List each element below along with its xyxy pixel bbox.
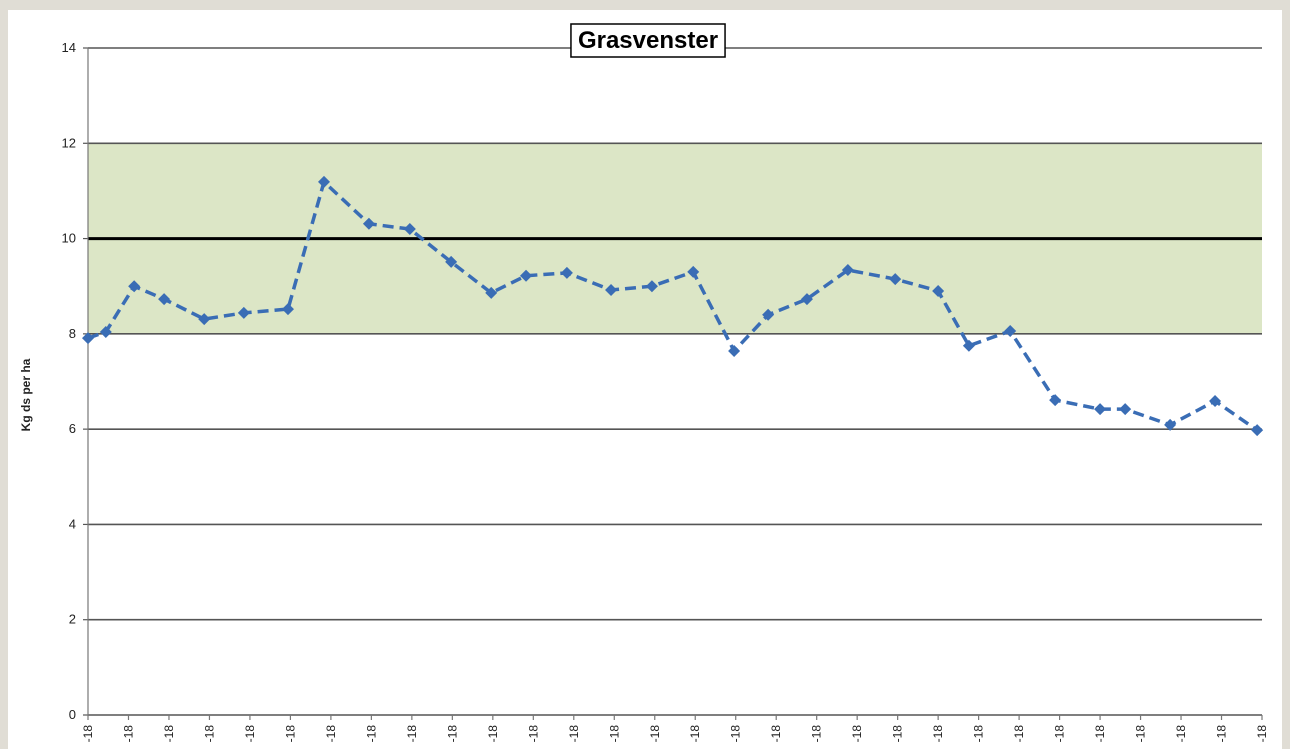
x-tick-label: -18 [243,725,257,743]
x-tick-label: -18 [1012,725,1026,743]
y-tick-label: 12 [62,135,76,150]
x-tick-label: -18 [769,725,783,743]
data-point [560,266,573,279]
data-point [237,306,250,319]
y-axis-label: Kg ds per ha [19,358,33,431]
data-point [445,255,458,268]
x-tick-label: -18 [648,725,662,743]
chart-title: Grasvenster [578,27,718,54]
x-tick-label: -18 [972,725,986,743]
x-tick-label: -18 [688,725,702,743]
y-tick-label: 4 [69,516,76,531]
x-tick-label: -18 [1093,725,1107,743]
y-tick-label: 0 [69,707,76,722]
x-tick-label: -18 [729,725,743,743]
data-point [128,280,141,293]
data-point [962,339,975,352]
chart: Kg ds per ha 0 2 4 6 8 10 12 14 -18 -18 -18 -18 -18 -… [19,23,1269,743]
data-point [1209,395,1222,408]
y-tick-label: 6 [69,421,76,436]
y-tick-label: 10 [62,231,76,246]
x-tick-label: -18 [810,725,824,743]
x-tick-label: -18 [1215,725,1229,743]
data-point [1094,403,1107,416]
data-point [318,175,331,188]
data-point [605,284,618,297]
data-point [687,265,700,278]
x-tick-label: -18 [891,725,905,743]
title-box [570,23,726,58]
data-point [362,217,375,230]
x-tick-label: -18 [81,725,95,743]
y-tick-label: 2 [69,612,76,627]
data-point [99,325,112,338]
data-point [1251,424,1264,437]
x-tick-label: -18 [1134,725,1148,743]
y-tick-label: 8 [69,326,76,341]
x-tick-label: -18 [364,725,378,743]
x-tick-label: -18 [324,725,338,743]
x-tick-label: -18 [850,725,864,743]
data-point [762,308,775,321]
data-point [520,269,533,282]
x-tick-label: -18 [121,725,135,743]
data-point [82,332,94,345]
x-tick-label: -18 [162,725,176,743]
data-point [800,293,813,306]
data-point [645,280,658,293]
data-point [1164,418,1177,431]
data-point [1049,394,1062,407]
x-tick-label: -18 [202,725,216,743]
data-point [1119,403,1132,416]
data-point [485,286,498,299]
x-tick-label: -18 [405,725,419,743]
x-tick-label: -18 [1053,725,1067,743]
x-tick-label: -18 [486,725,500,743]
x-tick-label: -18 [1174,725,1188,743]
chart-container: Kg ds per ha 0 2 4 6 8 10 12 14 -18 -18 -18 -18 -18 -… [8,10,1282,749]
data-point [932,284,945,297]
data-point [198,313,211,326]
x-tick-label: -18 [607,725,621,743]
data-point [403,223,416,236]
x-tick-label: -18 [283,725,297,743]
data-point [158,293,171,306]
x-tick-label: -18 [445,725,459,743]
x-tick-label: -18 [526,725,540,743]
data-point [889,273,902,286]
data-point [281,303,294,316]
data-point [1004,324,1017,337]
x-tick-label: -18 [567,725,581,743]
data-point [728,345,741,358]
x-tick-label: -18 [1255,725,1269,743]
data-point [841,264,854,277]
y-tick-label: 14 [62,40,76,55]
x-tick-label: -18 [931,725,945,743]
